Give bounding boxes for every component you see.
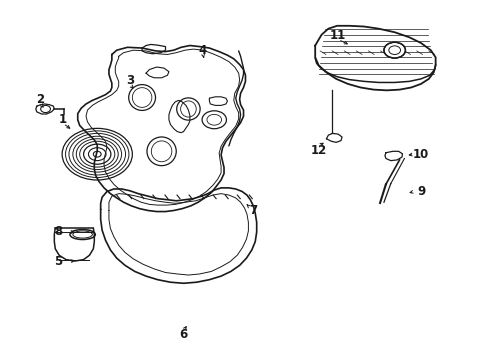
Text: 1: 1 — [59, 113, 67, 126]
Text: 12: 12 — [310, 144, 326, 157]
Circle shape — [383, 42, 405, 58]
Text: 2: 2 — [37, 93, 44, 106]
Text: 10: 10 — [412, 148, 428, 161]
Text: 7: 7 — [249, 204, 257, 217]
Text: 6: 6 — [179, 328, 187, 341]
Text: 8: 8 — [54, 225, 62, 238]
Text: 11: 11 — [329, 29, 346, 42]
Text: 5: 5 — [54, 255, 62, 268]
Text: 3: 3 — [125, 74, 134, 87]
Text: 4: 4 — [199, 44, 207, 57]
Text: 9: 9 — [416, 185, 424, 198]
